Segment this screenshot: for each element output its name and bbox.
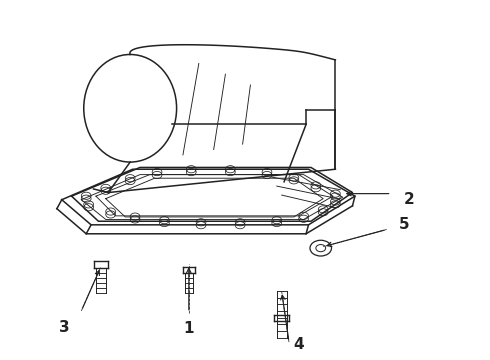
Text: 4: 4 — [294, 337, 304, 352]
Text: 5: 5 — [399, 217, 410, 232]
Text: 3: 3 — [59, 320, 70, 334]
Text: 1: 1 — [184, 321, 194, 336]
Text: 2: 2 — [404, 192, 415, 207]
